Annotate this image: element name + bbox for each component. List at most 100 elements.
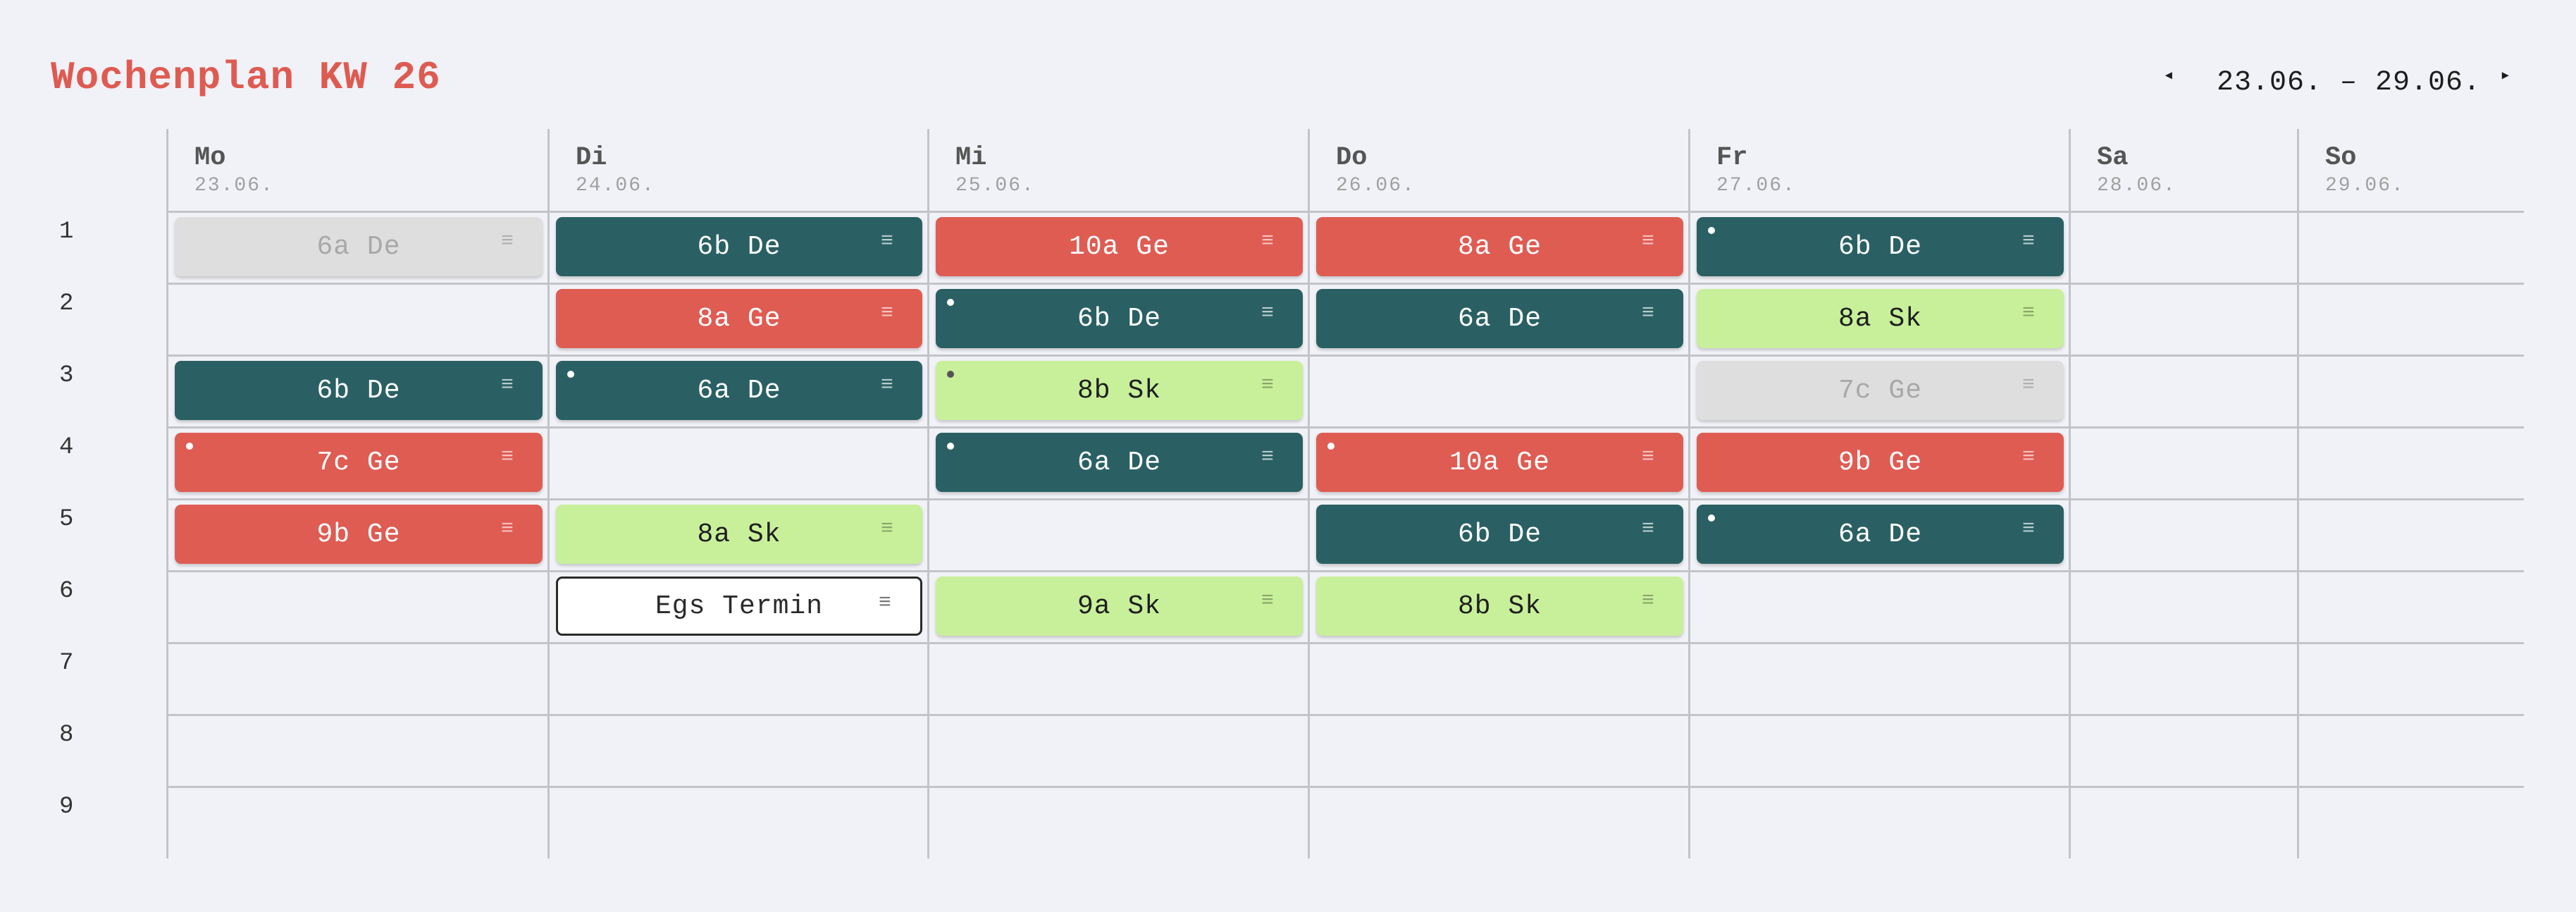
lesson-label: 10a Ge xyxy=(1449,447,1550,478)
lesson-label: 7c Ge xyxy=(316,447,401,478)
lesson-card[interactable]: 8b Sk ≡ xyxy=(1316,577,1683,636)
lesson-label: 8b Sk xyxy=(1457,591,1542,622)
day-header-date: 23.06. xyxy=(194,175,274,197)
lesson-card[interactable]: 8a Ge ≡ xyxy=(556,289,922,348)
lesson-card[interactable]: 6b De ≡ xyxy=(1697,217,2064,276)
menu-icon[interactable]: ≡ xyxy=(880,302,894,326)
menu-icon[interactable]: ≡ xyxy=(2021,302,2036,326)
lesson-label: 8a Ge xyxy=(697,303,781,334)
menu-icon[interactable]: ≡ xyxy=(2021,374,2036,398)
lesson-label: 6b De xyxy=(1457,519,1542,550)
period-number: 6 xyxy=(59,578,74,605)
grid-row-line xyxy=(166,714,2524,716)
menu-icon[interactable]: ≡ xyxy=(500,517,514,541)
menu-icon[interactable]: ≡ xyxy=(880,517,894,541)
grid-column-line xyxy=(2069,129,2071,858)
lesson-label: 7c Ge xyxy=(1838,375,1923,406)
menu-icon[interactable]: ≡ xyxy=(1261,374,1275,398)
period-number: 1 xyxy=(59,218,74,245)
menu-icon[interactable]: ≡ xyxy=(1641,445,1655,469)
menu-icon[interactable]: ≡ xyxy=(1261,302,1275,326)
grid-column-line xyxy=(1308,129,1310,858)
page-title: Wochenplan KW 26 xyxy=(51,55,441,100)
lesson-label: 6b De xyxy=(1077,303,1162,334)
day-header-name: Sa xyxy=(2097,143,2129,173)
menu-icon[interactable]: ≡ xyxy=(1261,445,1275,469)
previous-week-icon[interactable]: ◂ xyxy=(2163,65,2174,86)
lesson-label: 6a De xyxy=(697,375,781,406)
grid-row-line xyxy=(166,786,2524,788)
lesson-card[interactable]: 10a Ge ≡ xyxy=(1316,433,1683,492)
marker-dot-icon xyxy=(1327,443,1335,450)
lesson-card[interactable]: 6a De ≡ xyxy=(936,433,1303,492)
period-number: 7 xyxy=(59,650,74,677)
lesson-card[interactable]: 6b De ≡ xyxy=(1316,505,1683,564)
lesson-label: 10a Ge xyxy=(1069,231,1170,262)
menu-icon[interactable]: ≡ xyxy=(2021,517,2036,541)
lesson-card[interactable]: 6a De ≡ xyxy=(1316,289,1683,348)
lesson-card[interactable]: Egs Termin ≡ xyxy=(556,577,922,636)
lesson-label: 6b De xyxy=(1838,231,1923,262)
lesson-label: 6a De xyxy=(1838,519,1923,550)
lesson-label: 8a Sk xyxy=(1838,303,1923,334)
lesson-card[interactable]: 9b Ge ≡ xyxy=(1697,433,2064,492)
lesson-card[interactable]: 8a Sk ≡ xyxy=(1697,289,2064,348)
lesson-label: 9b Ge xyxy=(1838,447,1923,478)
marker-dot-icon xyxy=(567,371,574,378)
day-header-name: Fr xyxy=(1716,143,1748,173)
day-header-date: 28.06. xyxy=(2097,175,2176,197)
menu-icon[interactable]: ≡ xyxy=(2021,445,2036,469)
period-number: 8 xyxy=(59,722,74,748)
lesson-label: 8b Sk xyxy=(1077,375,1162,406)
grid-row-line xyxy=(166,211,2524,213)
marker-dot-icon xyxy=(1708,514,1715,522)
marker-dot-icon xyxy=(947,443,954,450)
week-date-range: 23.06. – 29.06. xyxy=(2217,67,2482,99)
grid-row-line xyxy=(166,570,2524,572)
lesson-card[interactable]: 10a Ge ≡ xyxy=(936,217,1303,276)
menu-icon[interactable]: ≡ xyxy=(880,230,894,254)
menu-icon[interactable]: ≡ xyxy=(1641,589,1655,613)
lesson-card[interactable]: 8a Ge ≡ xyxy=(1316,217,1683,276)
menu-icon[interactable]: ≡ xyxy=(880,374,894,398)
grid-column-line xyxy=(1688,129,1690,858)
lesson-card[interactable]: 7c Ge ≡ xyxy=(1697,361,2064,420)
lesson-card[interactable]: 9b Ge ≡ xyxy=(175,505,543,564)
lesson-label: 6a De xyxy=(1457,303,1542,334)
menu-icon[interactable]: ≡ xyxy=(2021,230,2036,254)
menu-icon[interactable]: ≡ xyxy=(500,230,514,254)
lesson-card[interactable]: 9a Sk ≡ xyxy=(936,577,1303,636)
menu-icon[interactable]: ≡ xyxy=(500,374,514,398)
day-header-date: 26.06. xyxy=(1336,175,1416,197)
grid-column-line xyxy=(166,129,168,858)
next-week-icon[interactable]: ▸ xyxy=(2500,65,2511,86)
menu-icon[interactable]: ≡ xyxy=(1261,589,1275,613)
day-header-name: Mo xyxy=(194,143,226,173)
menu-icon[interactable]: ≡ xyxy=(1641,517,1655,541)
menu-icon[interactable]: ≡ xyxy=(878,591,892,615)
day-header-name: Do xyxy=(1336,143,1368,173)
lesson-card[interactable]: 6b De ≡ xyxy=(175,361,543,420)
menu-icon[interactable]: ≡ xyxy=(1261,230,1275,254)
lesson-card[interactable]: 8b Sk ≡ xyxy=(936,361,1303,420)
lesson-card[interactable]: 7c Ge ≡ xyxy=(175,433,543,492)
lesson-card[interactable]: 6a De ≡ xyxy=(175,217,543,276)
menu-icon[interactable]: ≡ xyxy=(1641,230,1655,254)
day-header-name: Di xyxy=(576,143,607,173)
lesson-card[interactable]: 6a De ≡ xyxy=(1697,505,2064,564)
lesson-label: 6a De xyxy=(1077,447,1162,478)
day-header-name: Mi xyxy=(955,143,987,173)
lesson-card[interactable]: 8a Sk ≡ xyxy=(556,505,922,564)
lesson-label: 6b De xyxy=(697,231,781,262)
menu-icon[interactable]: ≡ xyxy=(1641,302,1655,326)
lesson-label: 9a Sk xyxy=(1077,591,1162,622)
lesson-card[interactable]: 6b De ≡ xyxy=(556,217,922,276)
lesson-label: 6a De xyxy=(316,231,401,262)
lesson-card[interactable]: 6b De ≡ xyxy=(936,289,1303,348)
period-number: 9 xyxy=(59,794,74,820)
menu-icon[interactable]: ≡ xyxy=(500,445,514,469)
lesson-label: 8a Ge xyxy=(1457,231,1542,262)
grid-row-line xyxy=(166,642,2524,644)
lesson-card[interactable]: 6a De ≡ xyxy=(556,361,922,420)
